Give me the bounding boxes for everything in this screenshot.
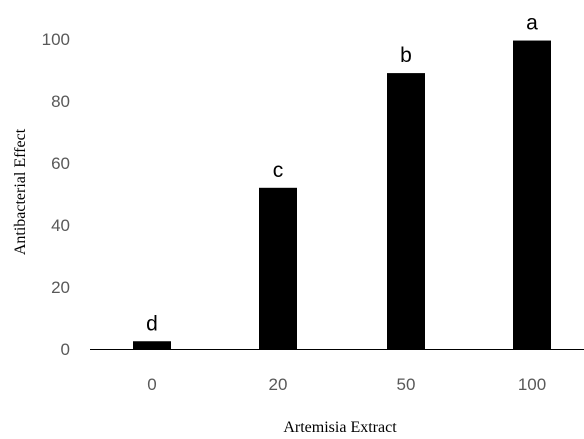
x-tick-label: 0 xyxy=(147,375,156,394)
bar-data-label: c xyxy=(273,159,284,182)
x-tick-label: 50 xyxy=(397,375,416,394)
x-axis-title: Artemisia Extract xyxy=(283,419,397,436)
data-labels: d c b a xyxy=(146,12,538,336)
bar xyxy=(133,341,171,349)
bar xyxy=(259,187,297,349)
bars xyxy=(133,40,551,350)
bar-data-label: a xyxy=(526,12,538,35)
y-tick-label: 60 xyxy=(51,154,70,173)
y-axis-title: Antibacterial Effect xyxy=(12,128,29,255)
x-axis-ticks: 0 20 50 100 xyxy=(147,375,546,394)
y-axis-ticks: 0 20 40 60 80 100 xyxy=(42,30,70,359)
bar xyxy=(513,40,551,350)
bar xyxy=(387,73,425,349)
x-tick-label: 20 xyxy=(269,375,288,394)
y-tick-label: 20 xyxy=(51,278,70,297)
bar-data-label: d xyxy=(146,312,158,335)
x-tick-label: 100 xyxy=(518,375,546,394)
y-tick-label: 100 xyxy=(42,30,70,49)
y-tick-label: 40 xyxy=(51,216,70,235)
y-tick-label: 0 xyxy=(61,340,70,359)
y-tick-label: 80 xyxy=(51,92,70,111)
bar-data-label: b xyxy=(400,44,412,67)
